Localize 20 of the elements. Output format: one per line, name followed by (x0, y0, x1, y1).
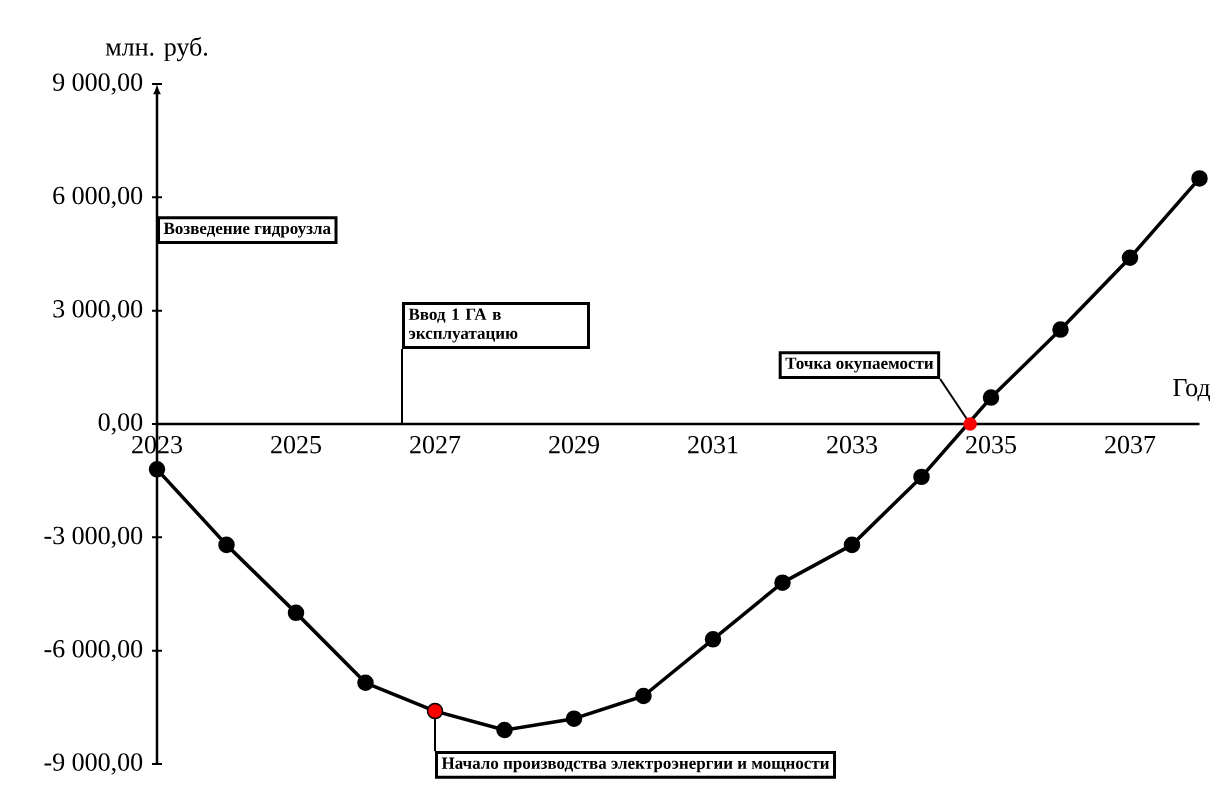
x-axis-title: Год (1173, 379, 1211, 402)
annotation: Начало производства электроэнергии и мощности (441, 757, 830, 773)
x-tick-label: 2025 (271, 435, 321, 454)
x-tick-label: 2037 (1105, 435, 1156, 454)
y-tick-label: -9 000,00 (44, 753, 143, 775)
x-tick-label: 2033 (827, 435, 877, 454)
y-tick-label: 6 000,00 (53, 186, 143, 208)
annotation: Точка окупаемости (785, 357, 934, 373)
x-tick-label: 2027 (410, 435, 461, 454)
annotation: Возведение гидроузла (163, 222, 331, 238)
y-tick-label: 3 000,00 (53, 300, 143, 322)
y-tick-label: -6 000,00 (44, 640, 143, 662)
x-tick-label: 2035 (966, 435, 1016, 454)
annotation: Ввод 1 ГА в эксплуатацию (408, 308, 518, 343)
y-tick-label: -3 000,00 (44, 526, 143, 548)
y-tick-label: 0,00 (98, 413, 143, 435)
x-tick-label: 2031 (688, 435, 738, 454)
x-tick-label: 2029 (549, 435, 599, 454)
y-axis-title: млн. руб. (105, 36, 208, 62)
y-tick-label: 9 000,00 (53, 73, 143, 95)
